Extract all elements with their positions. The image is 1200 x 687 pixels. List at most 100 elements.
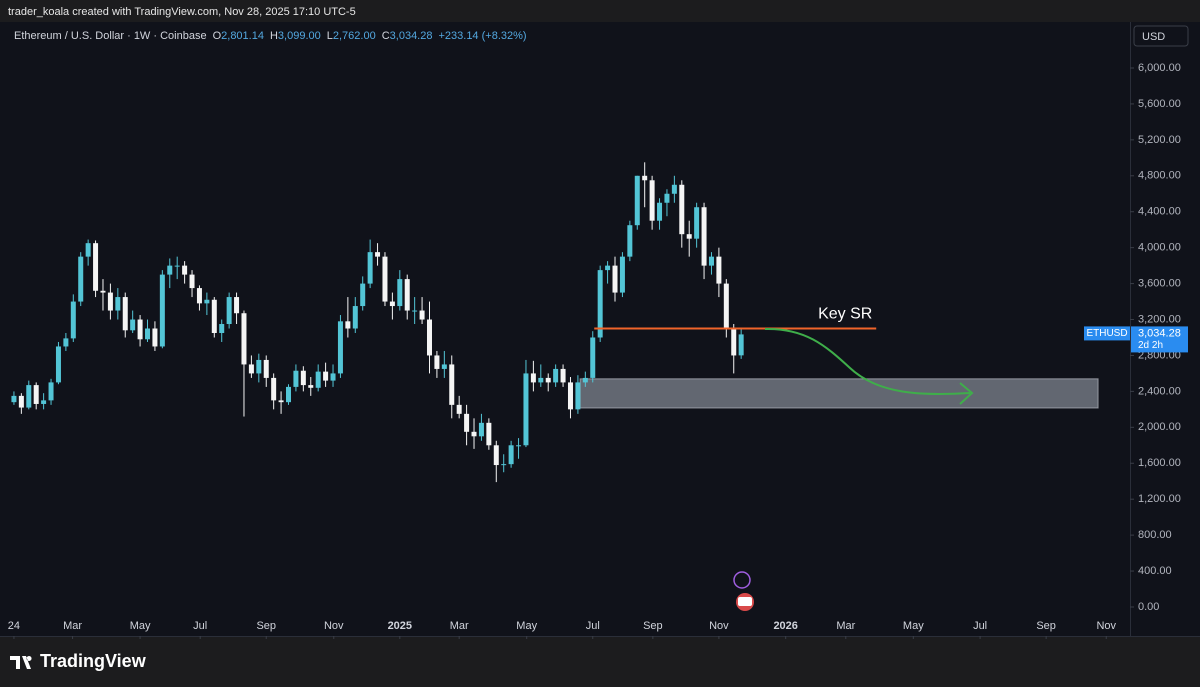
candle-body <box>449 364 455 405</box>
y-tick-label: 2,000.00 <box>1138 421 1181 433</box>
symbol: Ethereum / U.S. Dollar · 1W · Coinbase <box>14 30 207 42</box>
candle-body <box>434 355 440 369</box>
change: +233.14 (+8.32%) <box>438 30 526 42</box>
y-tick-label: 1,600.00 <box>1138 457 1181 469</box>
x-tick-label: Sep <box>643 620 663 632</box>
candle-body <box>567 382 573 410</box>
candle-body <box>300 370 306 386</box>
candle-body <box>345 321 351 329</box>
candle-body <box>523 373 529 446</box>
candle-body <box>375 252 381 257</box>
x-tick-label: Jul <box>193 620 207 632</box>
candle-body <box>263 359 269 378</box>
candle-body <box>107 292 113 311</box>
value: 3,034.28 <box>390 30 433 42</box>
x-tick-label: Jul <box>586 620 600 632</box>
candle-body <box>278 400 284 403</box>
y-tick-label: 5,200.00 <box>1138 134 1181 146</box>
candle-body <box>426 319 432 356</box>
candle-body <box>189 274 195 289</box>
candle-body <box>701 207 707 266</box>
candle-body <box>412 310 418 312</box>
x-tick-label: Mar <box>450 620 469 632</box>
candle-body <box>590 337 596 378</box>
candle-body <box>226 297 232 325</box>
candle-body <box>530 373 536 383</box>
forecast-arrow <box>764 327 971 396</box>
candle-body <box>93 243 99 291</box>
candle-body <box>478 422 484 437</box>
candle-body <box>78 256 84 302</box>
arrow-head <box>959 382 974 405</box>
candle-body <box>367 252 373 284</box>
x-tick-label: Sep <box>1036 620 1056 632</box>
candle-body <box>174 265 180 267</box>
candle-body <box>241 313 247 365</box>
candle-body <box>360 283 366 307</box>
value: 2,762.00 <box>333 30 376 42</box>
candle-body <box>41 400 47 404</box>
candle-body <box>293 370 299 387</box>
candle-body <box>545 377 551 383</box>
y-tick-label: 800.00 <box>1138 529 1172 541</box>
candle-body <box>634 175 640 226</box>
candle-body <box>575 382 581 410</box>
candle-body <box>671 184 677 194</box>
candle-body <box>219 324 225 333</box>
credit: trader_koala created with TradingView.co… <box>8 6 356 18</box>
candle-body <box>627 225 633 257</box>
candle-body <box>182 265 188 275</box>
candle-body <box>323 371 329 381</box>
candle-body <box>55 346 61 383</box>
candle-body <box>115 297 121 311</box>
candle-body <box>122 297 128 331</box>
x-tick-label: Nov <box>324 620 344 632</box>
candle-body <box>404 279 410 311</box>
y-tick-label: 4,000.00 <box>1138 242 1181 254</box>
candle-body <box>159 274 165 347</box>
candle-body <box>538 377 544 383</box>
candle-body <box>85 243 91 257</box>
support-zone <box>579 378 1099 409</box>
candle-body <box>63 338 69 347</box>
candle-body <box>464 413 470 432</box>
y-tick-label: 3,600.00 <box>1138 277 1181 289</box>
candle-body <box>204 299 210 304</box>
symbol-tag-label: ETHUSD <box>1086 328 1127 339</box>
candle-body <box>18 395 24 408</box>
currency: USD <box>1142 31 1165 43</box>
y-tick-label: 4,800.00 <box>1138 170 1181 182</box>
candle-body <box>26 385 32 408</box>
candle-body <box>738 334 744 356</box>
candle-body <box>11 395 17 403</box>
candle-body <box>137 319 143 340</box>
candle-body <box>501 464 507 466</box>
candle-body <box>508 445 514 465</box>
candle-body <box>716 256 722 284</box>
candle-body <box>441 364 447 369</box>
candle-body <box>352 306 358 329</box>
event-icon[interactable] <box>733 571 751 589</box>
legend: Ethereum / U.S. Dollar · 1W · Coinbase O2… <box>14 30 527 42</box>
x-tick-label: 2025 <box>388 620 412 632</box>
y-tick-label: 3,200.00 <box>1138 313 1181 325</box>
candle-body <box>731 328 737 356</box>
candle-body <box>493 445 499 466</box>
key-level-label: Key SR <box>818 306 872 323</box>
candle-body <box>330 373 336 381</box>
x-tick-label: Sep <box>256 620 276 632</box>
x-tick-label: Nov <box>709 620 729 632</box>
candle-body <box>456 404 462 414</box>
candle-body <box>315 371 321 388</box>
candle-body <box>597 270 603 338</box>
candle-body <box>248 364 254 374</box>
candle-body <box>397 279 403 307</box>
candle-body <box>271 377 277 401</box>
y-tick-label: 4,400.00 <box>1138 206 1181 218</box>
brand: TradingView <box>40 651 147 671</box>
candle-body <box>679 184 685 235</box>
key: L <box>327 30 333 42</box>
x-tick-label: May <box>903 620 924 632</box>
candle-body <box>256 359 262 374</box>
